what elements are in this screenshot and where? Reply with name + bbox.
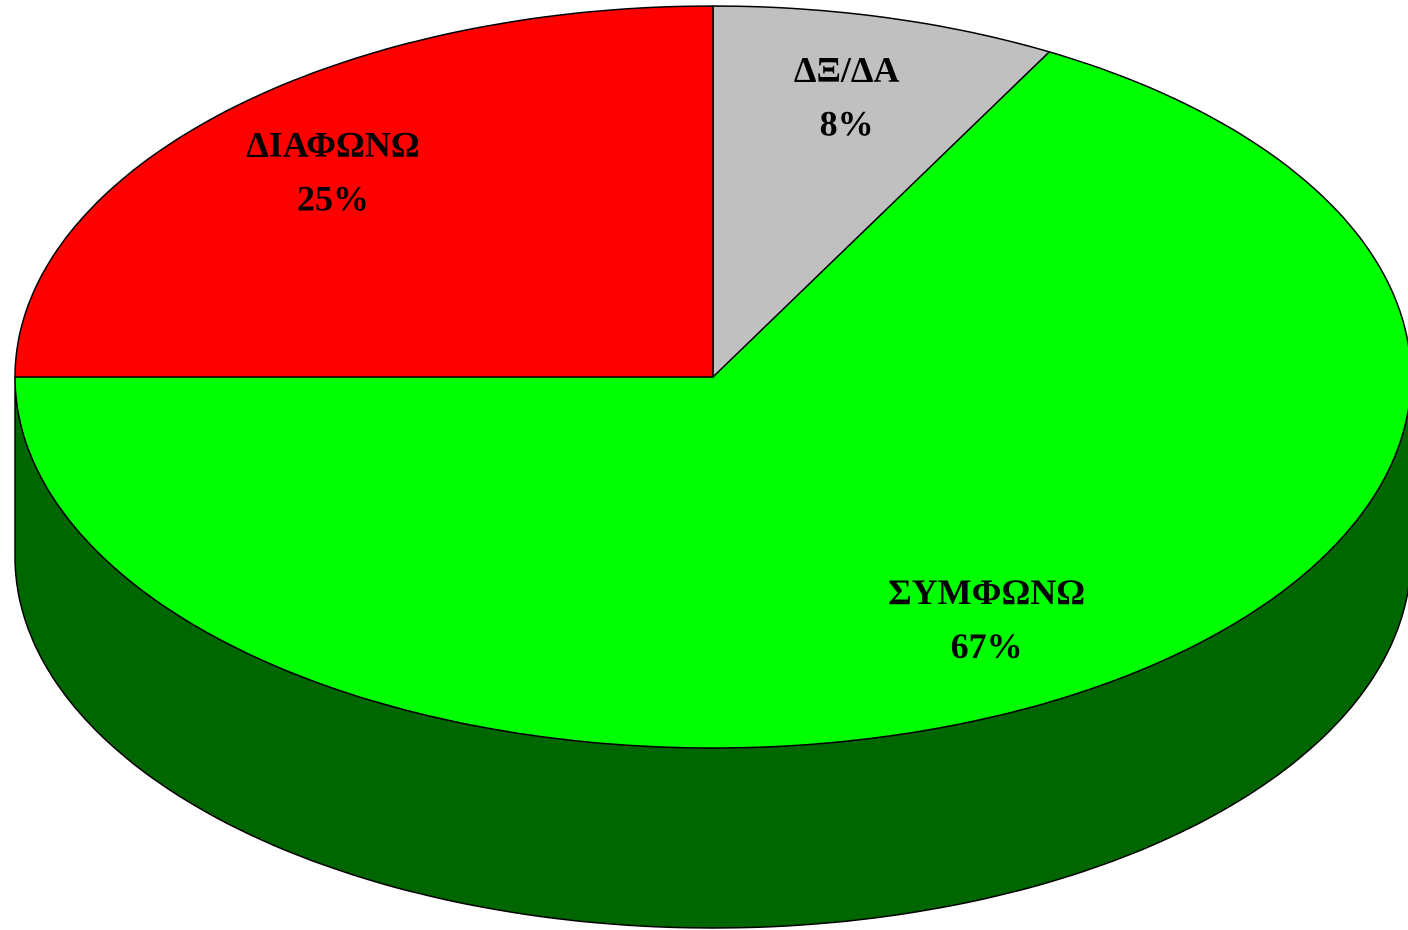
slice-label: ΣΥΜΦΩΝΩ (888, 572, 1085, 612)
slice-label: ΔΙΑΦΩΝΩ (246, 124, 419, 164)
value-label: 8% (820, 104, 874, 144)
pie-slice (14, 51, 1408, 749)
slice-label: ΔΞ/ΔΑ (794, 50, 900, 90)
pie-slice (712, 5, 1051, 378)
pie-slice (14, 5, 714, 378)
value-label: 25% (297, 178, 369, 218)
value-label: 67% (951, 626, 1023, 666)
